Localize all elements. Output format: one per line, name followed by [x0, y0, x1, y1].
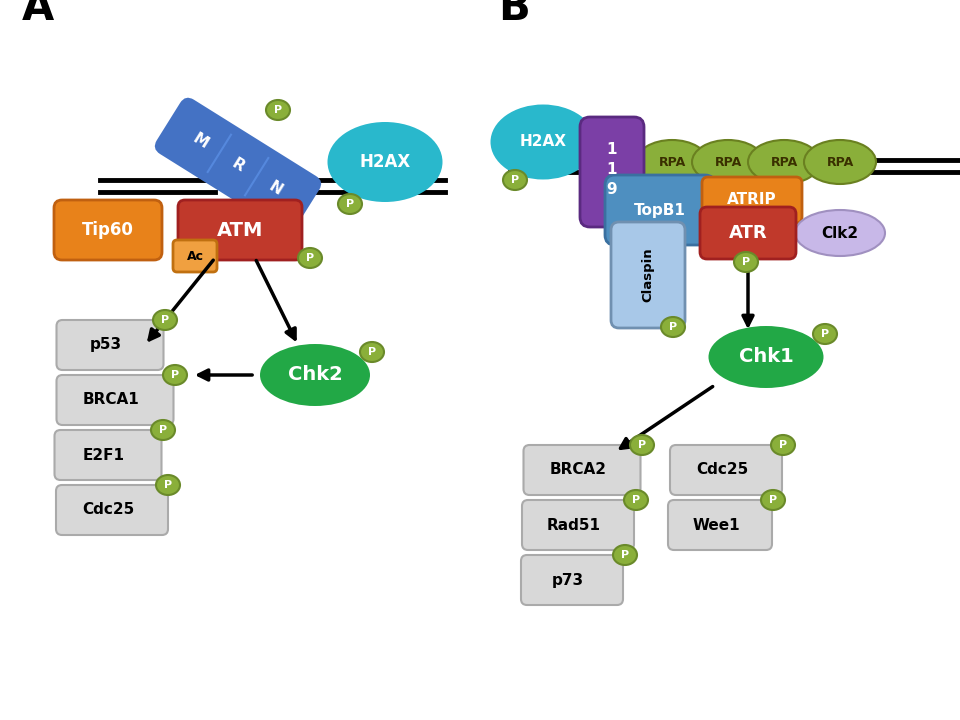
- Ellipse shape: [503, 170, 527, 190]
- Ellipse shape: [804, 140, 876, 184]
- FancyBboxPatch shape: [57, 320, 163, 370]
- Text: H2AX: H2AX: [519, 135, 566, 150]
- Text: Cdc25: Cdc25: [696, 462, 748, 477]
- Ellipse shape: [708, 326, 824, 388]
- Text: M: M: [190, 131, 211, 152]
- Text: P: P: [346, 199, 354, 209]
- Text: R: R: [229, 156, 247, 174]
- Text: Chk1: Chk1: [738, 348, 793, 366]
- FancyBboxPatch shape: [521, 555, 623, 605]
- FancyBboxPatch shape: [605, 175, 715, 245]
- FancyBboxPatch shape: [670, 445, 782, 495]
- Text: P: P: [171, 370, 180, 380]
- Ellipse shape: [636, 140, 708, 184]
- Ellipse shape: [613, 545, 637, 565]
- Text: RPA: RPA: [714, 156, 742, 168]
- Text: Claspin: Claspin: [641, 248, 655, 302]
- Text: Wee1: Wee1: [692, 518, 740, 533]
- FancyBboxPatch shape: [611, 222, 685, 328]
- FancyBboxPatch shape: [700, 207, 796, 259]
- Ellipse shape: [748, 140, 820, 184]
- Ellipse shape: [734, 252, 758, 272]
- Text: p73: p73: [552, 572, 584, 588]
- Text: p53: p53: [90, 338, 122, 353]
- Text: RPA: RPA: [827, 156, 853, 168]
- Text: ATRIP: ATRIP: [727, 192, 777, 207]
- Ellipse shape: [327, 122, 443, 202]
- Text: Clk2: Clk2: [822, 225, 858, 240]
- Text: H2AX: H2AX: [359, 153, 411, 171]
- Text: RPA: RPA: [659, 156, 685, 168]
- FancyBboxPatch shape: [57, 375, 174, 425]
- Text: P: P: [779, 440, 787, 450]
- Text: ATM: ATM: [217, 220, 263, 240]
- FancyBboxPatch shape: [173, 240, 217, 272]
- FancyBboxPatch shape: [522, 500, 634, 550]
- FancyBboxPatch shape: [702, 177, 802, 223]
- Ellipse shape: [491, 104, 595, 179]
- Text: Chk2: Chk2: [288, 366, 343, 384]
- Ellipse shape: [624, 490, 648, 510]
- Text: P: P: [306, 253, 314, 263]
- Ellipse shape: [151, 420, 175, 440]
- Text: P: P: [511, 175, 519, 185]
- FancyBboxPatch shape: [178, 200, 302, 260]
- Text: BRCA1: BRCA1: [83, 392, 139, 408]
- Text: 1: 1: [607, 163, 617, 178]
- Text: ATR: ATR: [729, 224, 767, 242]
- FancyBboxPatch shape: [55, 430, 161, 480]
- Ellipse shape: [153, 310, 177, 330]
- Text: RPA: RPA: [770, 156, 798, 168]
- Ellipse shape: [795, 210, 885, 256]
- Text: N: N: [266, 179, 285, 198]
- Text: P: P: [161, 315, 169, 325]
- Ellipse shape: [692, 140, 764, 184]
- Text: B: B: [498, 0, 530, 29]
- Text: A: A: [22, 0, 55, 29]
- Ellipse shape: [630, 435, 654, 455]
- Text: P: P: [821, 329, 829, 339]
- Text: P: P: [274, 105, 282, 115]
- Ellipse shape: [761, 490, 785, 510]
- FancyBboxPatch shape: [580, 117, 644, 227]
- Text: Rad51: Rad51: [547, 518, 601, 533]
- Ellipse shape: [813, 324, 837, 344]
- Text: Cdc25: Cdc25: [82, 503, 134, 518]
- FancyBboxPatch shape: [54, 200, 162, 260]
- Text: P: P: [368, 347, 376, 357]
- Text: Ac: Ac: [186, 250, 204, 263]
- Text: Tip60: Tip60: [82, 221, 134, 239]
- Ellipse shape: [163, 365, 187, 385]
- Ellipse shape: [360, 342, 384, 362]
- Text: P: P: [159, 425, 167, 435]
- Text: P: P: [742, 257, 750, 267]
- Ellipse shape: [661, 317, 685, 337]
- Text: 1: 1: [607, 143, 617, 158]
- Ellipse shape: [298, 248, 322, 268]
- Ellipse shape: [771, 435, 795, 455]
- FancyBboxPatch shape: [523, 445, 640, 495]
- Text: BRCA2: BRCA2: [549, 462, 607, 477]
- Ellipse shape: [156, 475, 180, 495]
- FancyBboxPatch shape: [56, 485, 168, 535]
- Ellipse shape: [266, 100, 290, 120]
- Text: 9: 9: [607, 182, 617, 197]
- Text: TopB1: TopB1: [634, 202, 686, 217]
- Ellipse shape: [338, 194, 362, 214]
- Ellipse shape: [260, 344, 370, 406]
- FancyBboxPatch shape: [668, 500, 772, 550]
- Text: P: P: [638, 440, 646, 450]
- Text: P: P: [164, 480, 172, 490]
- Text: P: P: [769, 495, 777, 505]
- Text: P: P: [632, 495, 640, 505]
- FancyBboxPatch shape: [155, 98, 322, 233]
- Text: P: P: [669, 322, 677, 332]
- Text: E2F1: E2F1: [83, 448, 125, 462]
- Text: P: P: [621, 550, 629, 560]
